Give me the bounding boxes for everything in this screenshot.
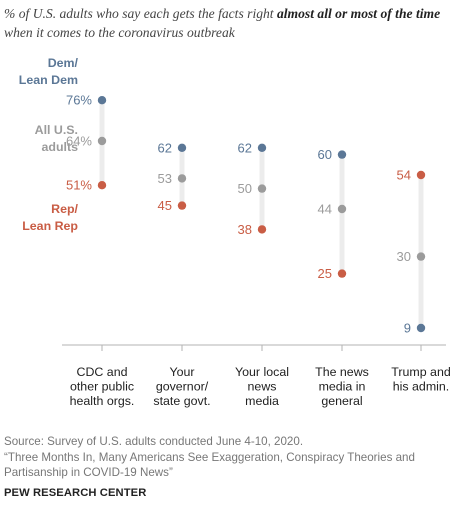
- category-label-line: other public: [70, 380, 134, 394]
- value-label: 9: [404, 321, 411, 336]
- category-label-line: CDC and: [77, 365, 128, 379]
- value-label: 44: [318, 202, 332, 217]
- value-label: 54: [397, 168, 411, 183]
- data-point: [177, 174, 187, 183]
- value-label: 38: [238, 222, 252, 237]
- value-label: 45: [158, 198, 172, 213]
- value-label: 62: [238, 140, 252, 155]
- data-point: [337, 150, 347, 159]
- value-label: 62: [158, 140, 172, 155]
- series-label-line: Dem/: [48, 56, 79, 70]
- category-label-line: governor/: [156, 380, 209, 394]
- category-label: Trump and his admin.: [391, 365, 451, 394]
- series-label-line: adults: [42, 140, 79, 154]
- data-point: [337, 204, 347, 214]
- category-label-line: media: [245, 394, 279, 408]
- data-point: [97, 181, 107, 190]
- category-label-line: news: [248, 380, 277, 394]
- category-label: Your governor/state govt.: [153, 365, 210, 408]
- dot-plot-chart: CDC and other public health orgs. Your gover…: [19, 56, 451, 408]
- data-point: [177, 143, 187, 152]
- value-label: 30: [397, 249, 411, 264]
- data-point: [416, 323, 426, 333]
- value-label: 76%: [66, 93, 92, 108]
- category-label: The news media in general: [315, 365, 369, 408]
- chart-subtitle: % of U.S. adults who say each gets the f…: [4, 4, 460, 42]
- data-point: [337, 269, 347, 278]
- series-label-line: Lean Rep: [22, 219, 78, 233]
- data-point: [416, 170, 426, 180]
- series-label: Rep/Lean Rep: [22, 202, 78, 233]
- series-label-line: Lean Dem: [19, 73, 78, 87]
- data-point: [97, 136, 107, 146]
- category-label-line: Your local: [235, 365, 289, 379]
- category-label-line: health orgs.: [70, 394, 135, 408]
- series-label-line: All U.S.: [35, 123, 78, 137]
- subtitle-emphasis: almost all or most of the time: [276, 6, 441, 21]
- category-label-line: media in: [319, 380, 366, 394]
- category-label: Your local news media: [235, 365, 289, 408]
- value-label: 53: [158, 171, 172, 186]
- pew-logo-text: PEW RESEARCH CENTER: [4, 487, 147, 499]
- value-label: 50: [238, 181, 252, 196]
- series-label-line: Rep/: [51, 202, 78, 216]
- data-point: [257, 184, 267, 193]
- value-label: 51%: [66, 178, 92, 193]
- value-label: 60: [318, 147, 332, 162]
- category-label-line: general: [321, 394, 362, 408]
- category-label-line: state govt.: [153, 394, 210, 408]
- data-point: [97, 96, 107, 105]
- report-title-note: “Three Months In, Many Americans See Exa…: [4, 451, 415, 479]
- category-label-line: his admin.: [393, 380, 449, 394]
- data-point: [257, 225, 267, 234]
- subtitle-prefix: % of U.S. adults who say each gets the f…: [4, 6, 277, 21]
- data-point: [257, 143, 267, 152]
- series-label: All U.S. adults: [35, 123, 78, 154]
- category-label-line: The news: [315, 365, 369, 379]
- value-label: 25: [318, 266, 332, 281]
- category-label-line: Your: [169, 365, 194, 379]
- category-label: CDC and other public health orgs.: [70, 365, 135, 408]
- category-label-line: Trump and: [391, 365, 451, 379]
- series-label: Dem/Lean Dem: [19, 56, 79, 87]
- value-label: 64%: [66, 134, 92, 149]
- data-point: [416, 252, 426, 261]
- data-point: [177, 201, 187, 210]
- source-note: Source: Survey of U.S. adults conducted …: [4, 435, 304, 448]
- subtitle-suffix: when it comes to the coronavirus outbrea…: [4, 25, 235, 40]
